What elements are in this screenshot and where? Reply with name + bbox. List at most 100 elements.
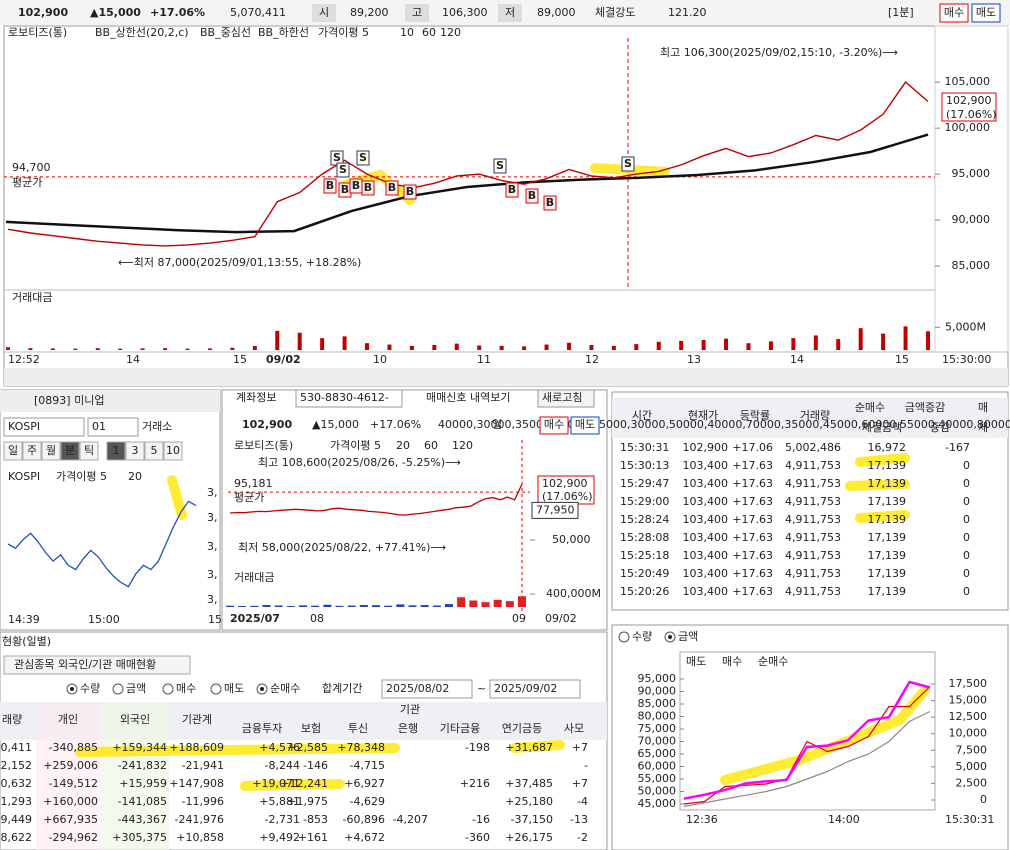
table-cell: +26,175: [505, 831, 553, 844]
buy-button[interactable]: [939, 3, 969, 23]
period-label: 합계기간: [322, 682, 362, 695]
legend-item: 매도: [686, 655, 706, 668]
table-cell: 0: [963, 477, 970, 490]
legend-item: 120: [452, 439, 473, 452]
date-from[interactable]: 2025/08/02: [386, 682, 449, 695]
table-header[interactable]: 금액증감: [905, 401, 945, 414]
y-tick-label: 105,000: [945, 75, 991, 88]
table-cell: 80,632: [0, 777, 32, 790]
tab[interactable]: [3, 655, 191, 675]
buy-button[interactable]: 매수: [944, 6, 964, 19]
radio-label[interactable]: 매수: [176, 682, 196, 695]
buy-button[interactable]: 매수: [544, 418, 564, 431]
table-cell: 17,139: [868, 585, 907, 598]
signal-icon: [493, 158, 507, 174]
table-subheader: 체: [978, 421, 988, 434]
x-label: 15: [895, 353, 909, 366]
volume-bar: [299, 605, 307, 607]
date-input[interactable]: [381, 679, 473, 699]
table-cell: 0: [963, 585, 970, 598]
mini-title-bar: [0, 390, 220, 412]
volume-bar: [252, 345, 257, 350]
tab[interactable]: [3, 441, 23, 461]
y-tick-label: 60,000: [638, 760, 677, 773]
radio[interactable]: [112, 683, 124, 695]
tab[interactable]: [106, 441, 126, 461]
tab-label[interactable]: 분: [65, 444, 75, 457]
radio[interactable]: [162, 683, 174, 695]
volume-bar: [457, 597, 466, 607]
legend-item: 순매수: [758, 655, 788, 668]
volume-bar: [589, 345, 594, 350]
tab-label[interactable]: 3: [132, 444, 139, 457]
volume-bar: [701, 340, 706, 350]
volume-bar: [185, 348, 190, 350]
tab-label[interactable]: 월: [46, 444, 56, 457]
tab-label[interactable]: 관심종목 외국인/기관 매매현황: [14, 658, 156, 671]
sell-button[interactable]: [971, 3, 1001, 23]
volume-bar: [275, 330, 280, 350]
tab[interactable]: [163, 441, 183, 461]
y-label: 3,: [207, 486, 218, 499]
radio-label[interactable]: 수량: [632, 630, 652, 643]
refresh-button[interactable]: 새로고침: [542, 391, 582, 404]
tab[interactable]: [79, 441, 99, 461]
tab-label[interactable]: 주: [27, 444, 37, 457]
table-header: 외국인: [120, 713, 150, 726]
tab[interactable]: [125, 441, 145, 461]
input[interactable]: [87, 417, 139, 437]
table-subheader: 기타금융: [440, 722, 480, 735]
sell-button[interactable]: [570, 416, 600, 435]
tab[interactable]: [144, 441, 164, 461]
table-cell: 103,400: [683, 585, 729, 598]
net-panel: [611, 624, 1009, 850]
radio-label[interactable]: 금액: [126, 682, 146, 695]
volume-bar: [365, 343, 370, 350]
radio-label[interactable]: 수량: [80, 682, 100, 695]
panel-title: [0893] 미니업: [34, 394, 104, 407]
tab-label[interactable]: 틱: [84, 444, 94, 457]
volume-bar: [746, 343, 751, 350]
date-to[interactable]: 2025/09/02: [494, 682, 557, 695]
low: 89,000: [537, 6, 576, 19]
buy-button[interactable]: [539, 416, 569, 435]
x-label: 10: [373, 353, 387, 366]
account[interactable]: 530-8830-4612-: [300, 391, 389, 404]
sell-button[interactable]: 매도: [976, 6, 996, 19]
y2-tick-label: 17,500: [949, 677, 988, 690]
scrollbar[interactable]: [4, 368, 1008, 386]
table-cell: +259,006: [43, 759, 98, 772]
radio-label[interactable]: 매도: [224, 682, 244, 695]
radio[interactable]: [618, 631, 630, 643]
volume-bar: [679, 340, 684, 350]
tab-label[interactable]: 일: [8, 443, 18, 457]
radio-dot: [70, 687, 74, 691]
table-cell: 17,139: [868, 549, 907, 562]
table-cell: +667,935: [43, 813, 98, 826]
radio[interactable]: [210, 683, 222, 695]
radio-label[interactable]: 순매수: [270, 682, 300, 695]
tab-label[interactable]: 10: [166, 444, 180, 457]
signal-icon: [505, 182, 519, 198]
input[interactable]: [3, 417, 85, 437]
volume-bar: [163, 348, 168, 350]
table-header: 매: [978, 401, 988, 414]
tab-label[interactable]: 5: [151, 444, 158, 457]
tab[interactable]: [41, 441, 61, 461]
y-tick-label: 80,000: [638, 710, 677, 723]
tab[interactable]: [22, 441, 42, 461]
select[interactable]: [295, 389, 403, 408]
signal-button[interactable]: 매매신호 내역보기: [426, 391, 510, 404]
volume-bar: [95, 348, 100, 350]
sell-button[interactable]: 매도: [575, 418, 595, 431]
table-cell: +17.63: [732, 513, 773, 526]
table-cell: 4,911,753: [785, 549, 841, 562]
button[interactable]: [537, 389, 595, 408]
tab-label[interactable]: 1: [113, 444, 120, 457]
legend-item: 20: [396, 439, 410, 452]
tab[interactable]: [60, 441, 80, 461]
y2-tick-label: 10,000: [949, 727, 988, 740]
x-label: 13: [687, 353, 701, 366]
radio-label[interactable]: 금액: [678, 630, 698, 643]
date-input[interactable]: [489, 679, 581, 699]
